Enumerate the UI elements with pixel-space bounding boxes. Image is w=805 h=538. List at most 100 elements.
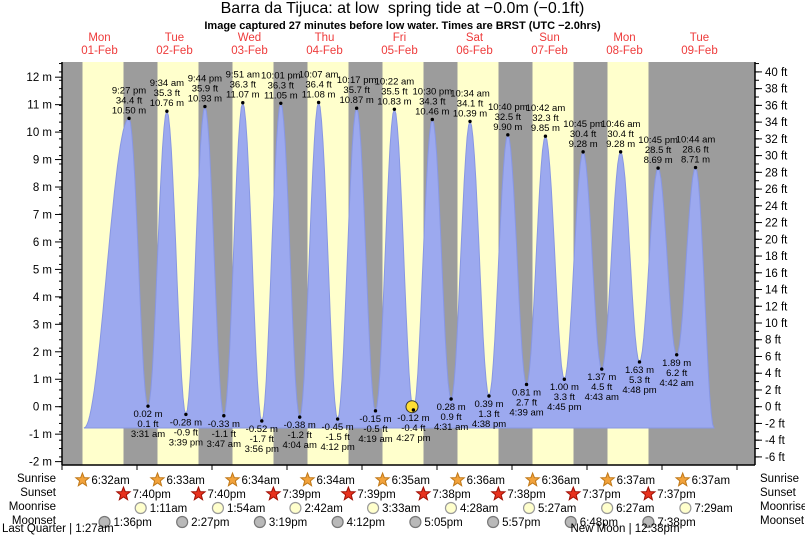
sunrise-time: 6:34am xyxy=(317,475,355,487)
low-tide-ft-label: -0.4 ft xyxy=(401,423,426,434)
low-tide-time-label: 4:27 pm xyxy=(396,433,430,444)
moonrise-icon xyxy=(366,501,380,515)
left-axis-label: 9 m xyxy=(33,155,52,167)
low-tide-time-label: 3:56 pm xyxy=(245,444,279,455)
sunrise-time: 6:36am xyxy=(467,475,505,487)
low-tide-point xyxy=(637,360,642,364)
low-tide-ft-label: 5.3 ft xyxy=(629,375,650,386)
day-weekday-label: Mon xyxy=(613,32,635,44)
sunrise-icon xyxy=(599,471,616,487)
moonrise-time: 3:33am xyxy=(382,503,420,515)
moonset-icon xyxy=(409,515,422,529)
high-tide-point xyxy=(618,150,623,154)
high-tide-time-label: 10:17 pm xyxy=(337,75,377,86)
low-tide-m-label: 1.37 m xyxy=(587,372,616,383)
moonrise-row-label-left: Moonrise xyxy=(8,501,56,513)
low-tide-point xyxy=(674,353,679,357)
day-weekday-label: Fri xyxy=(393,32,406,44)
sunset-icon xyxy=(340,485,357,501)
high-tide-m-label: 8.71 m xyxy=(681,155,710,166)
sunset-icon xyxy=(640,485,657,501)
high-tide-m-label: 10.50 m xyxy=(112,105,146,116)
low-tide-point xyxy=(335,417,340,421)
moonrise-icon xyxy=(289,501,302,515)
left-axis-label: 1 m xyxy=(33,374,52,386)
sunset-icon xyxy=(265,485,282,501)
right-axis-label: 16 ft xyxy=(765,268,788,280)
high-tide-m-label: 11.07 m xyxy=(226,90,260,101)
low-tide-m-label: 0.02 m xyxy=(133,409,162,420)
low-tide-m-label: 1.00 m xyxy=(550,382,579,393)
low-tide-point xyxy=(449,397,453,401)
high-tide-ft-label: 30.4 ft xyxy=(570,129,597,140)
right-axis-label: 20 ft xyxy=(765,234,788,246)
low-tide-m-label: 0.28 m xyxy=(437,402,466,413)
day-date-label: 07-Feb xyxy=(531,45,567,57)
high-tide-ft-label: 35.3 ft xyxy=(154,88,181,99)
day-date-label: 05-Feb xyxy=(381,45,417,57)
right-axis-label: 14 ft xyxy=(765,285,788,297)
low-tide-point xyxy=(562,377,567,381)
high-tide-m-label: 9.28 m xyxy=(606,139,635,150)
left-axis-label: -1 m xyxy=(29,429,52,441)
moonrise-time: 1:11am xyxy=(150,503,188,515)
high-tide-point xyxy=(354,106,359,110)
low-tide-point xyxy=(260,419,264,423)
sunrise-time: 6:35am xyxy=(392,475,430,487)
moonrise-icon xyxy=(522,501,536,515)
low-tide-time-label: 3:47 am xyxy=(207,439,241,450)
high-tide-ft-label: 34.4 ft xyxy=(116,95,143,106)
low-tide-ft-label: -1.1 ft xyxy=(212,429,237,440)
low-tide-point xyxy=(487,394,491,398)
high-tide-ft-label: 35.7 ft xyxy=(343,85,370,96)
right-axis-label: 36 ft xyxy=(765,100,788,112)
high-tide-point xyxy=(430,117,435,122)
sunset-time: 7:38pm xyxy=(432,489,470,501)
high-tide-time-label: 10:07 am xyxy=(299,69,339,80)
high-tide-m-label: 10.39 m xyxy=(453,108,487,119)
moonrise-icon xyxy=(679,501,692,515)
low-tide-m-label: 0.81 m xyxy=(512,387,541,398)
sunrise-time: 6:37am xyxy=(692,475,730,487)
high-tide-m-label: 10.76 m xyxy=(150,98,184,109)
low-tide-ft-label: -1.7 ft xyxy=(250,434,275,445)
right-axis-label: 32 ft xyxy=(765,134,788,146)
right-axis-label: 34 ft xyxy=(765,117,788,129)
left-axis-label: 2 m xyxy=(33,347,52,359)
moonset-row-label-right: Moonset xyxy=(760,515,805,527)
high-tide-time-label: 10:22 am xyxy=(375,76,415,87)
high-tide-point xyxy=(241,101,245,105)
sunrise-time: 6:32am xyxy=(91,475,129,487)
low-tide-time-label: 4:04 am xyxy=(283,440,317,451)
chart-subtitle: Image captured 27 minutes before low wat… xyxy=(204,20,601,32)
high-tide-m-label: 10.93 m xyxy=(188,94,222,105)
moonset-icon xyxy=(98,515,111,529)
right-axis-label: 10 ft xyxy=(765,318,788,330)
day-weekday-label: Wed xyxy=(238,32,261,44)
left-axis-label: 3 m xyxy=(33,319,52,331)
high-tide-point xyxy=(165,109,169,113)
low-tide-time-label: 4:42 am xyxy=(660,378,694,389)
moonrise-time: 2:42am xyxy=(304,503,342,515)
right-axis-label: 40 ft xyxy=(765,67,788,79)
low-tide-ft-label: -1.2 ft xyxy=(288,430,313,441)
sunset-time: 7:39pm xyxy=(357,489,395,501)
day-weekday-label: Sun xyxy=(539,32,559,44)
low-tide-ft-label: 2.7 ft xyxy=(516,397,537,408)
low-tide-point xyxy=(524,382,529,387)
left-axis-label: 8 m xyxy=(33,182,52,194)
moonset-time: 5:05pm xyxy=(424,517,462,529)
low-tide-time-label: 4:45 pm xyxy=(547,402,581,413)
low-tide-m-label: -0.15 m xyxy=(359,414,391,425)
high-tide-m-label: 10.83 m xyxy=(377,96,411,107)
moonrise-icon xyxy=(134,501,147,515)
high-tide-time-label: 10:45 pm xyxy=(638,135,678,146)
low-tide-time-label: 4:31 am xyxy=(434,422,468,433)
sunrise-time: 6:33am xyxy=(166,475,204,487)
low-tide-ft-label: -0.9 ft xyxy=(174,427,199,438)
right-axis-label: 0 ft xyxy=(765,402,782,414)
left-axis-label: 12 m xyxy=(26,72,52,84)
high-tide-ft-label: 36.3 ft xyxy=(268,80,295,91)
moonset-icon xyxy=(331,515,344,529)
